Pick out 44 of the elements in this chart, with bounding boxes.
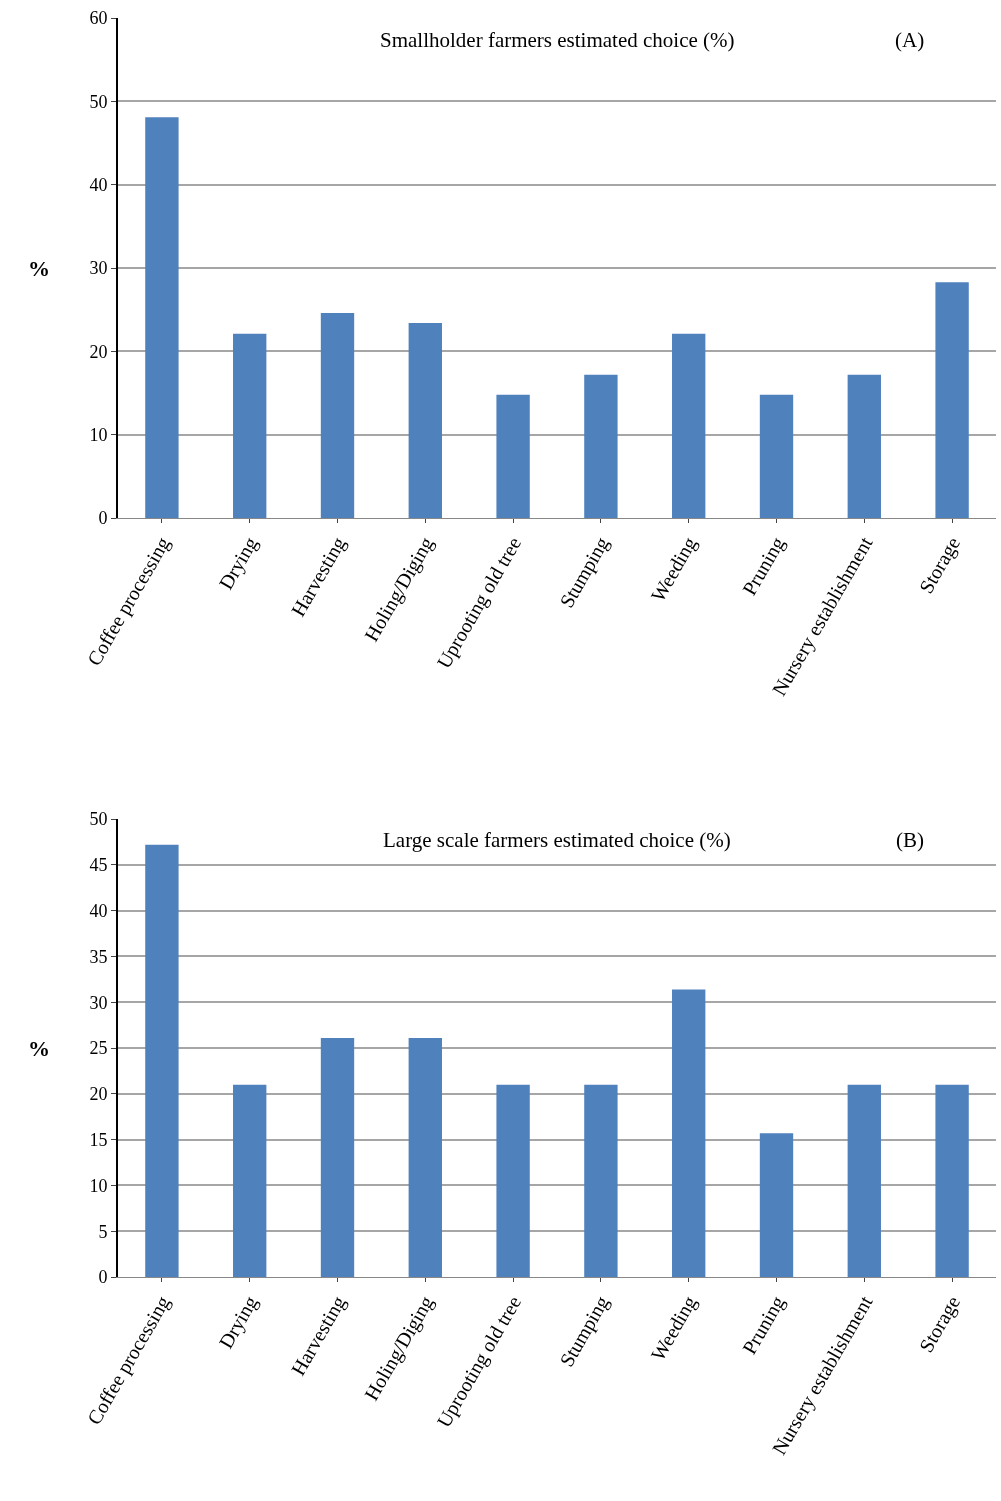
bar (496, 1084, 530, 1277)
y-tick-label: 30 (89, 992, 108, 1013)
bar (759, 394, 794, 518)
y-tick-label: 5 (98, 1221, 108, 1242)
bar (145, 844, 179, 1277)
y-tick-label: 50 (89, 91, 108, 112)
bar (672, 333, 706, 518)
y-tick-label: 20 (89, 341, 108, 362)
y-tick-label: 0 (98, 1267, 108, 1288)
bar (935, 1084, 969, 1277)
bar (496, 394, 530, 518)
bar (584, 1084, 618, 1277)
text: Smallholder farmers estimated choice (%) (380, 28, 735, 52)
bar (847, 374, 881, 518)
bar (847, 1084, 881, 1277)
bar (145, 117, 179, 518)
bar (233, 1084, 267, 1277)
y-tick-label: 45 (89, 855, 108, 876)
y-axis-title: % (28, 256, 50, 281)
y-tick-label: 10 (89, 1175, 108, 1196)
bar (584, 374, 618, 518)
y-tick-label: 50 (89, 809, 108, 830)
bar (233, 333, 267, 518)
y-tick-label: 20 (89, 1084, 108, 1105)
text: Large scale farmers estimated choice (%) (383, 828, 731, 852)
bar (320, 1037, 355, 1277)
y-tick-label: 25 (89, 1038, 108, 1059)
annotation: (B) (896, 828, 924, 852)
bar (672, 989, 706, 1277)
y-tick-label: 35 (89, 946, 108, 967)
y-tick-label: 0 (98, 508, 108, 529)
y-tick-label: 10 (89, 424, 108, 445)
bar (320, 313, 355, 518)
bar (759, 1133, 794, 1277)
y-tick-label: 40 (89, 900, 108, 921)
bar (935, 282, 969, 518)
y-tick-label: 40 (89, 174, 108, 195)
y-tick-label: 15 (89, 1129, 108, 1150)
annotation: (A) (895, 28, 925, 52)
y-tick-label: 60 (89, 8, 108, 29)
bar (408, 1037, 442, 1277)
y-axis-title: % (28, 1036, 50, 1061)
y-tick-label: 30 (89, 258, 108, 279)
bar (408, 323, 442, 518)
